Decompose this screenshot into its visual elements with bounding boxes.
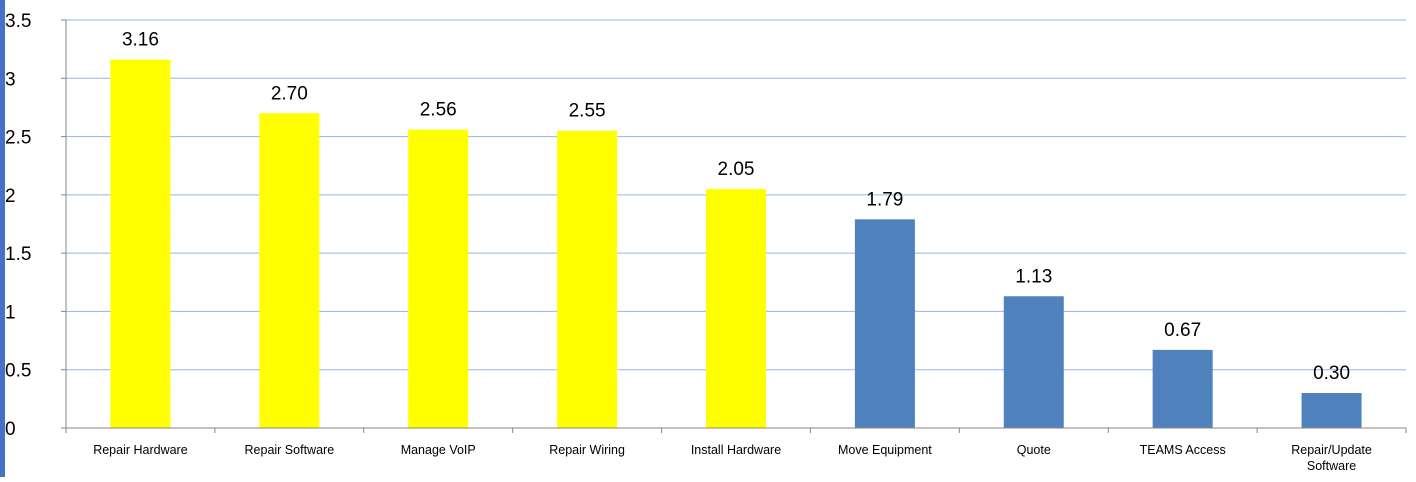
bar (706, 189, 766, 428)
data-label: 0.30 (1313, 363, 1350, 384)
bar (854, 219, 915, 428)
bar (1301, 393, 1362, 428)
y-tick-label: 0 (5, 419, 16, 440)
data-label: 2.55 (569, 101, 606, 122)
axes (61, 19, 1407, 433)
data-label: 2.05 (718, 159, 755, 180)
bar (557, 130, 618, 428)
x-tick-label: Repair Software (245, 443, 335, 457)
x-tick-label: Quote (1017, 443, 1051, 457)
bar (1003, 296, 1064, 428)
bar (110, 59, 171, 429)
labels: 0 0.5 1 1.5 2 2.5 3 3.5 3.16 Repair Hardware 2.70 R… (5, 11, 1372, 473)
y-tick-label: 1.5 (5, 244, 31, 265)
x-tick-label: Repair/Update Software (1291, 443, 1372, 473)
bar (1152, 349, 1213, 428)
x-tick-label: Repair Wiring (549, 443, 625, 457)
y-tick-label: 3.5 (5, 11, 31, 32)
bar (408, 129, 469, 428)
y-tick-label: 2 (5, 186, 16, 207)
x-tick-label: Manage VoIP (401, 443, 476, 457)
bar (259, 113, 320, 428)
y-tick-label: 0.5 (5, 361, 31, 382)
y-tick-label: 1 (5, 302, 16, 323)
data-label: 2.70 (271, 83, 308, 104)
x-tick-label: Move Equipment (838, 443, 932, 457)
data-label: 3.16 (122, 30, 159, 51)
data-label: 1.79 (866, 189, 903, 210)
data-label: 0.67 (1164, 320, 1201, 341)
y-tick-label: 2.5 (5, 128, 31, 149)
x-tick-label: TEAMS Access (1140, 443, 1226, 457)
data-label: 2.56 (420, 100, 457, 121)
x-tick-label: Install Hardware (691, 443, 781, 457)
x-tick-label: Repair Hardware (93, 443, 188, 457)
data-label: 1.13 (1015, 266, 1052, 287)
y-tick-label: 3 (5, 69, 16, 90)
chart-left-border (0, 0, 5, 477)
bars (110, 59, 1362, 429)
